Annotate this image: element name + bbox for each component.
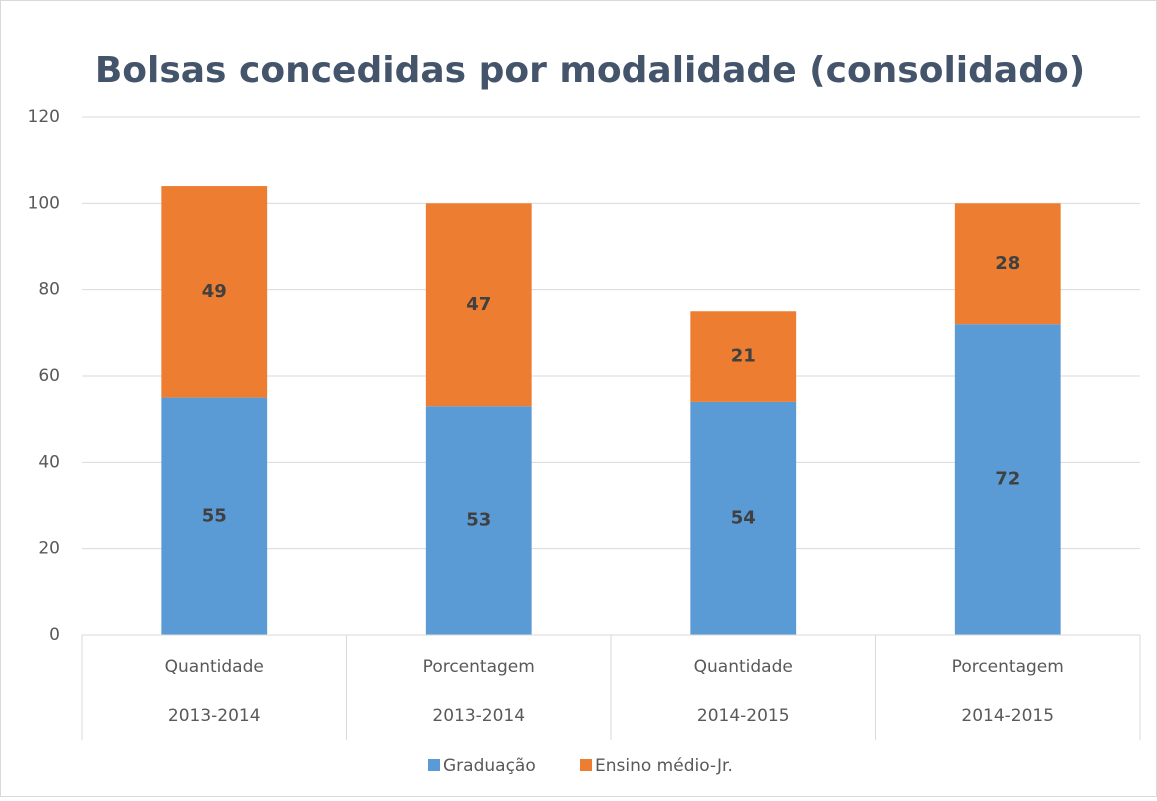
bar-segment (954, 203, 1061, 325)
legend-label: Graduação (443, 756, 536, 776)
x-tick-label: Quantidade (694, 657, 793, 677)
bar-segment (954, 324, 1061, 635)
x-group-label: 2014-2015 (961, 706, 1054, 726)
y-tick-label: 120 (28, 107, 60, 127)
data-label: 54 (731, 507, 756, 528)
chart-title: Bolsas concedidas por modalidade (consol… (95, 50, 1085, 91)
data-label: 53 (466, 510, 491, 531)
y-tick-label: 40 (38, 452, 60, 472)
x-group-label: 2013-2014 (432, 706, 525, 726)
legend-swatch (580, 759, 592, 771)
data-label: 47 (466, 294, 491, 315)
x-group-label: 2013-2014 (168, 706, 261, 726)
x-group-label: 2014-2015 (697, 706, 790, 726)
bar-segment (690, 311, 797, 402)
y-tick-label: 60 (38, 366, 60, 386)
bar-segment (690, 401, 797, 635)
data-label: 28 (995, 253, 1020, 274)
x-tick-label: Porcentagem (423, 657, 535, 677)
legend-swatch (428, 759, 440, 771)
data-label: 49 (202, 281, 227, 302)
y-tick-label: 80 (38, 280, 60, 300)
legend-label: Ensino médio-Jr. (595, 756, 733, 776)
y-tick-label: 100 (28, 193, 60, 213)
bar-segment (161, 186, 268, 398)
x-tick-label: Quantidade (165, 657, 264, 677)
bar-segment (425, 406, 532, 635)
y-tick-label: 0 (49, 625, 60, 645)
bar-segment (161, 397, 268, 635)
bar-segment (425, 203, 532, 407)
data-label: 72 (995, 469, 1020, 490)
data-label: 21 (731, 346, 756, 367)
y-tick-label: 20 (38, 539, 60, 559)
data-label: 55 (202, 505, 227, 526)
x-tick-label: Porcentagem (952, 657, 1064, 677)
